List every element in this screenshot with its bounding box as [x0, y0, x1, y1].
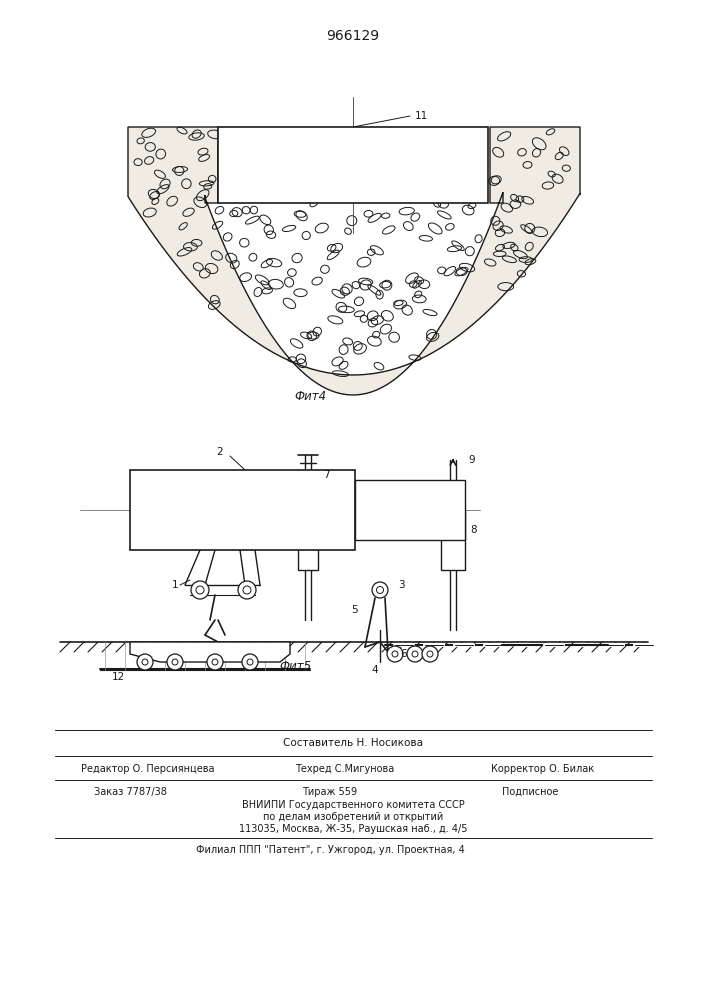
Text: 7: 7: [323, 470, 329, 480]
Text: Подписное: Подписное: [502, 787, 559, 797]
Text: Редактор О. Персиянцева: Редактор О. Персиянцева: [81, 764, 215, 774]
Circle shape: [407, 646, 423, 662]
Text: 5: 5: [351, 605, 358, 615]
Text: 11: 11: [415, 111, 428, 121]
Polygon shape: [128, 127, 580, 395]
Text: 12: 12: [112, 672, 124, 682]
Circle shape: [422, 646, 438, 662]
Text: Техред С.Мигунова: Техред С.Мигунова: [296, 764, 395, 774]
Text: Корректор О. Билак: Корректор О. Билак: [491, 764, 595, 774]
Text: Составитель Н. Носикова: Составитель Н. Носикова: [283, 738, 423, 748]
Text: Филиал ППП "Патент", г. Ужгород, ул. Проектная, 4: Филиал ППП "Патент", г. Ужгород, ул. Про…: [196, 845, 464, 855]
Text: Фит5: Фит5: [279, 660, 311, 674]
Text: 6: 6: [400, 649, 407, 659]
Text: 966129: 966129: [327, 29, 380, 43]
Text: ВНИИПИ Государственного комитета СССР: ВНИИПИ Государственного комитета СССР: [242, 800, 464, 810]
Text: 113035, Москва, Ж-35, Раушская наб., д. 4/5: 113035, Москва, Ж-35, Раушская наб., д. …: [239, 824, 467, 834]
Circle shape: [207, 654, 223, 670]
Circle shape: [238, 581, 256, 599]
Text: Фит4: Фит4: [294, 390, 326, 403]
Bar: [130, 470, 355, 550]
Circle shape: [242, 654, 258, 670]
Circle shape: [387, 646, 403, 662]
Circle shape: [167, 654, 183, 670]
Circle shape: [137, 654, 153, 670]
Text: 2: 2: [216, 447, 223, 457]
Bar: [298, 510, 318, 570]
Polygon shape: [130, 642, 290, 662]
Text: 9: 9: [468, 455, 474, 465]
Circle shape: [372, 582, 388, 598]
Bar: [218, 127, 488, 203]
Circle shape: [191, 581, 209, 599]
Text: 8: 8: [470, 525, 477, 535]
Text: 4: 4: [372, 665, 378, 675]
Text: 1: 1: [172, 580, 178, 590]
Text: Тираж 559: Тираж 559: [303, 787, 358, 797]
Text: по делам изобретений и открытий: по делам изобретений и открытий: [263, 812, 443, 822]
Bar: [355, 480, 465, 540]
Text: Заказ 7787/38: Заказ 7787/38: [93, 787, 166, 797]
Bar: [441, 510, 465, 570]
Text: 3: 3: [398, 580, 404, 590]
